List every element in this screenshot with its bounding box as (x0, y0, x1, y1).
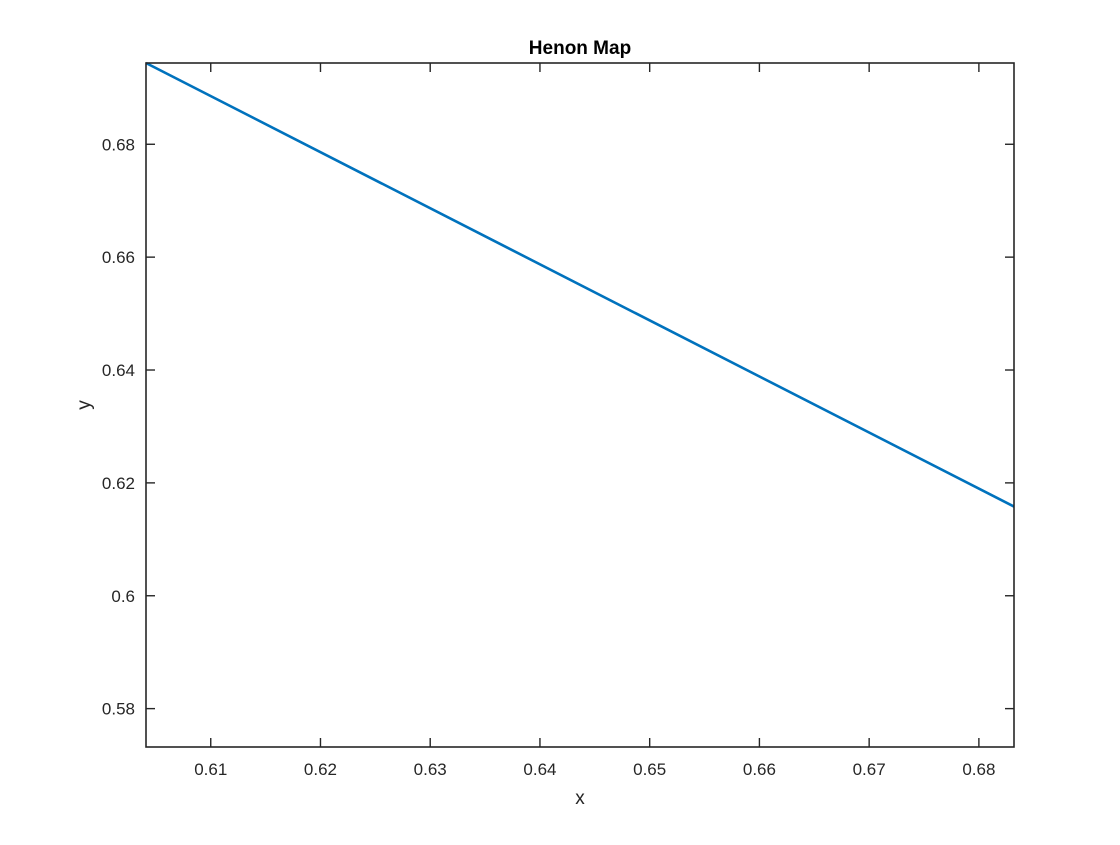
x-tick-label: 0.64 (523, 760, 556, 779)
plot-area (146, 63, 1014, 747)
x-tick-label: 0.66 (743, 760, 776, 779)
y-tick-label: 0.62 (102, 474, 135, 493)
tick-layer: 0.61 0.62 0.63 0.64 0.65 0.66 0.67 0.68 0.58 0.6 0… (102, 63, 1014, 779)
y-tick-label: 0.6 (111, 587, 135, 606)
henon-map-line (145, 61, 1015, 508)
x-tick-label: 0.68 (962, 760, 995, 779)
x-tick-label: 0.62 (304, 760, 337, 779)
y-tick-label: 0.58 (102, 700, 135, 719)
y-tick-label: 0.66 (102, 248, 135, 267)
x-tick-label: 0.61 (194, 760, 227, 779)
y-axis-label: y (74, 400, 95, 410)
x-tick-label: 0.65 (633, 760, 666, 779)
x-axis-label: x (575, 788, 585, 809)
x-tick-label: 0.67 (853, 760, 886, 779)
series-layer (145, 61, 1015, 508)
x-tick-label: 0.63 (414, 760, 447, 779)
chart-title: Henon Map (529, 38, 631, 59)
y-tick-label: 0.68 (102, 135, 135, 154)
axes-box (145, 62, 1015, 748)
y-tick-label: 0.64 (102, 361, 135, 380)
